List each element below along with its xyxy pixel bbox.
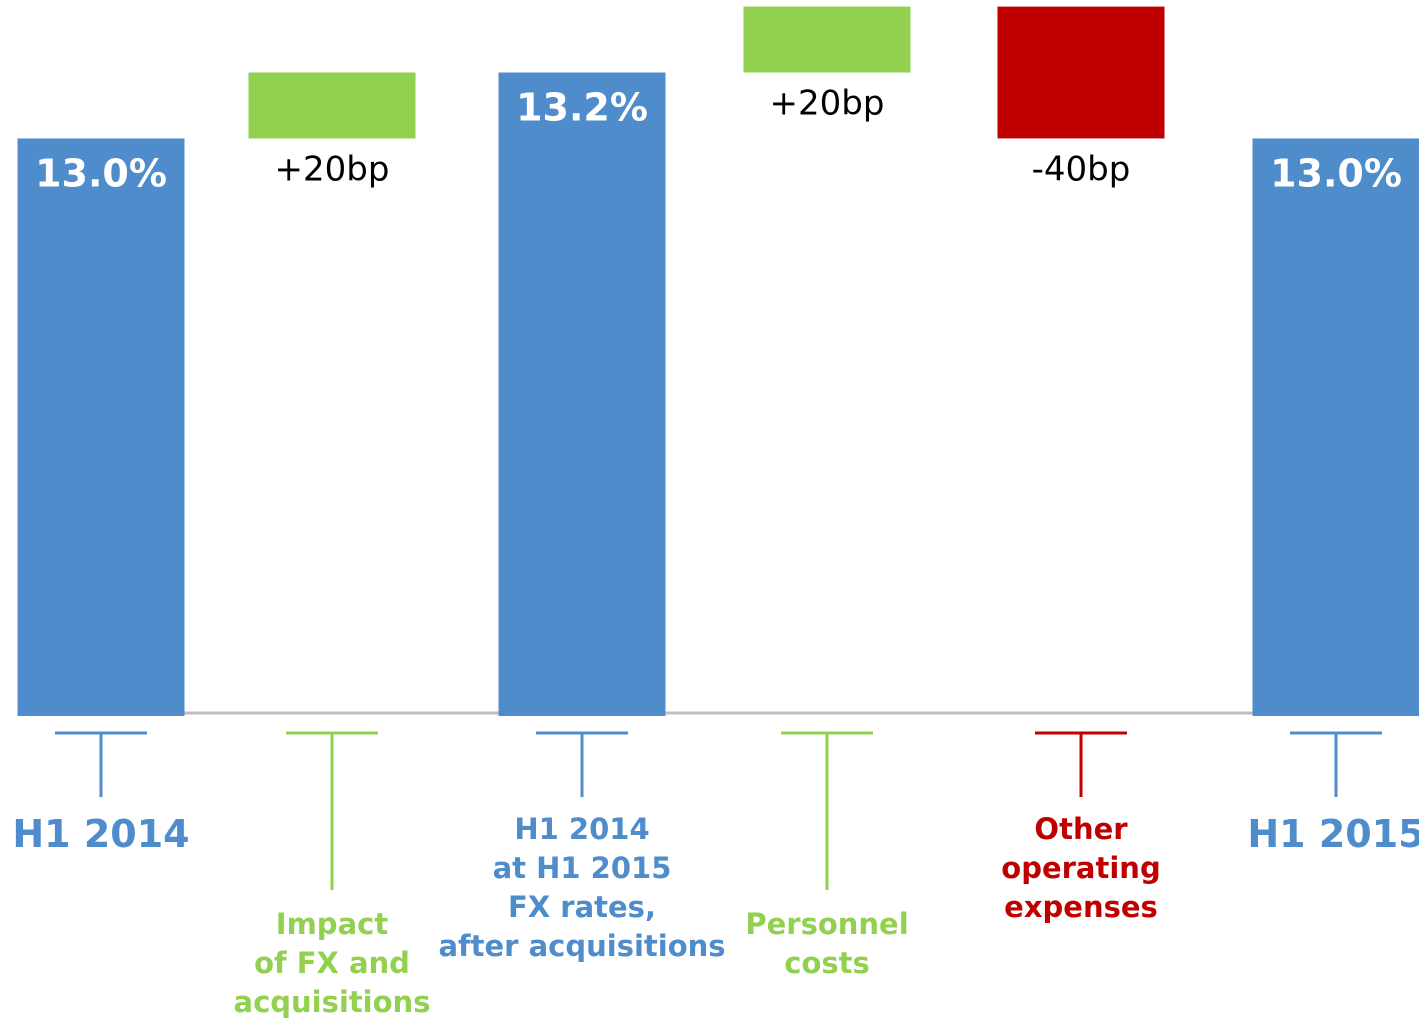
value-label: -40bp	[1032, 149, 1131, 189]
value-label: 13.2%	[516, 86, 648, 130]
category-label: H1 2014	[0, 815, 251, 854]
value-label: 13.0%	[1270, 151, 1402, 195]
bar	[998, 7, 1165, 139]
bar	[1253, 138, 1419, 716]
bar	[18, 138, 185, 716]
value-label: +20bp	[770, 84, 885, 124]
bar	[744, 7, 911, 73]
bar	[499, 73, 666, 716]
value-label: +20bp	[275, 149, 390, 189]
category-label: H1 2015	[1186, 815, 1419, 854]
bar	[249, 73, 416, 139]
value-label: 13.0%	[35, 151, 167, 195]
